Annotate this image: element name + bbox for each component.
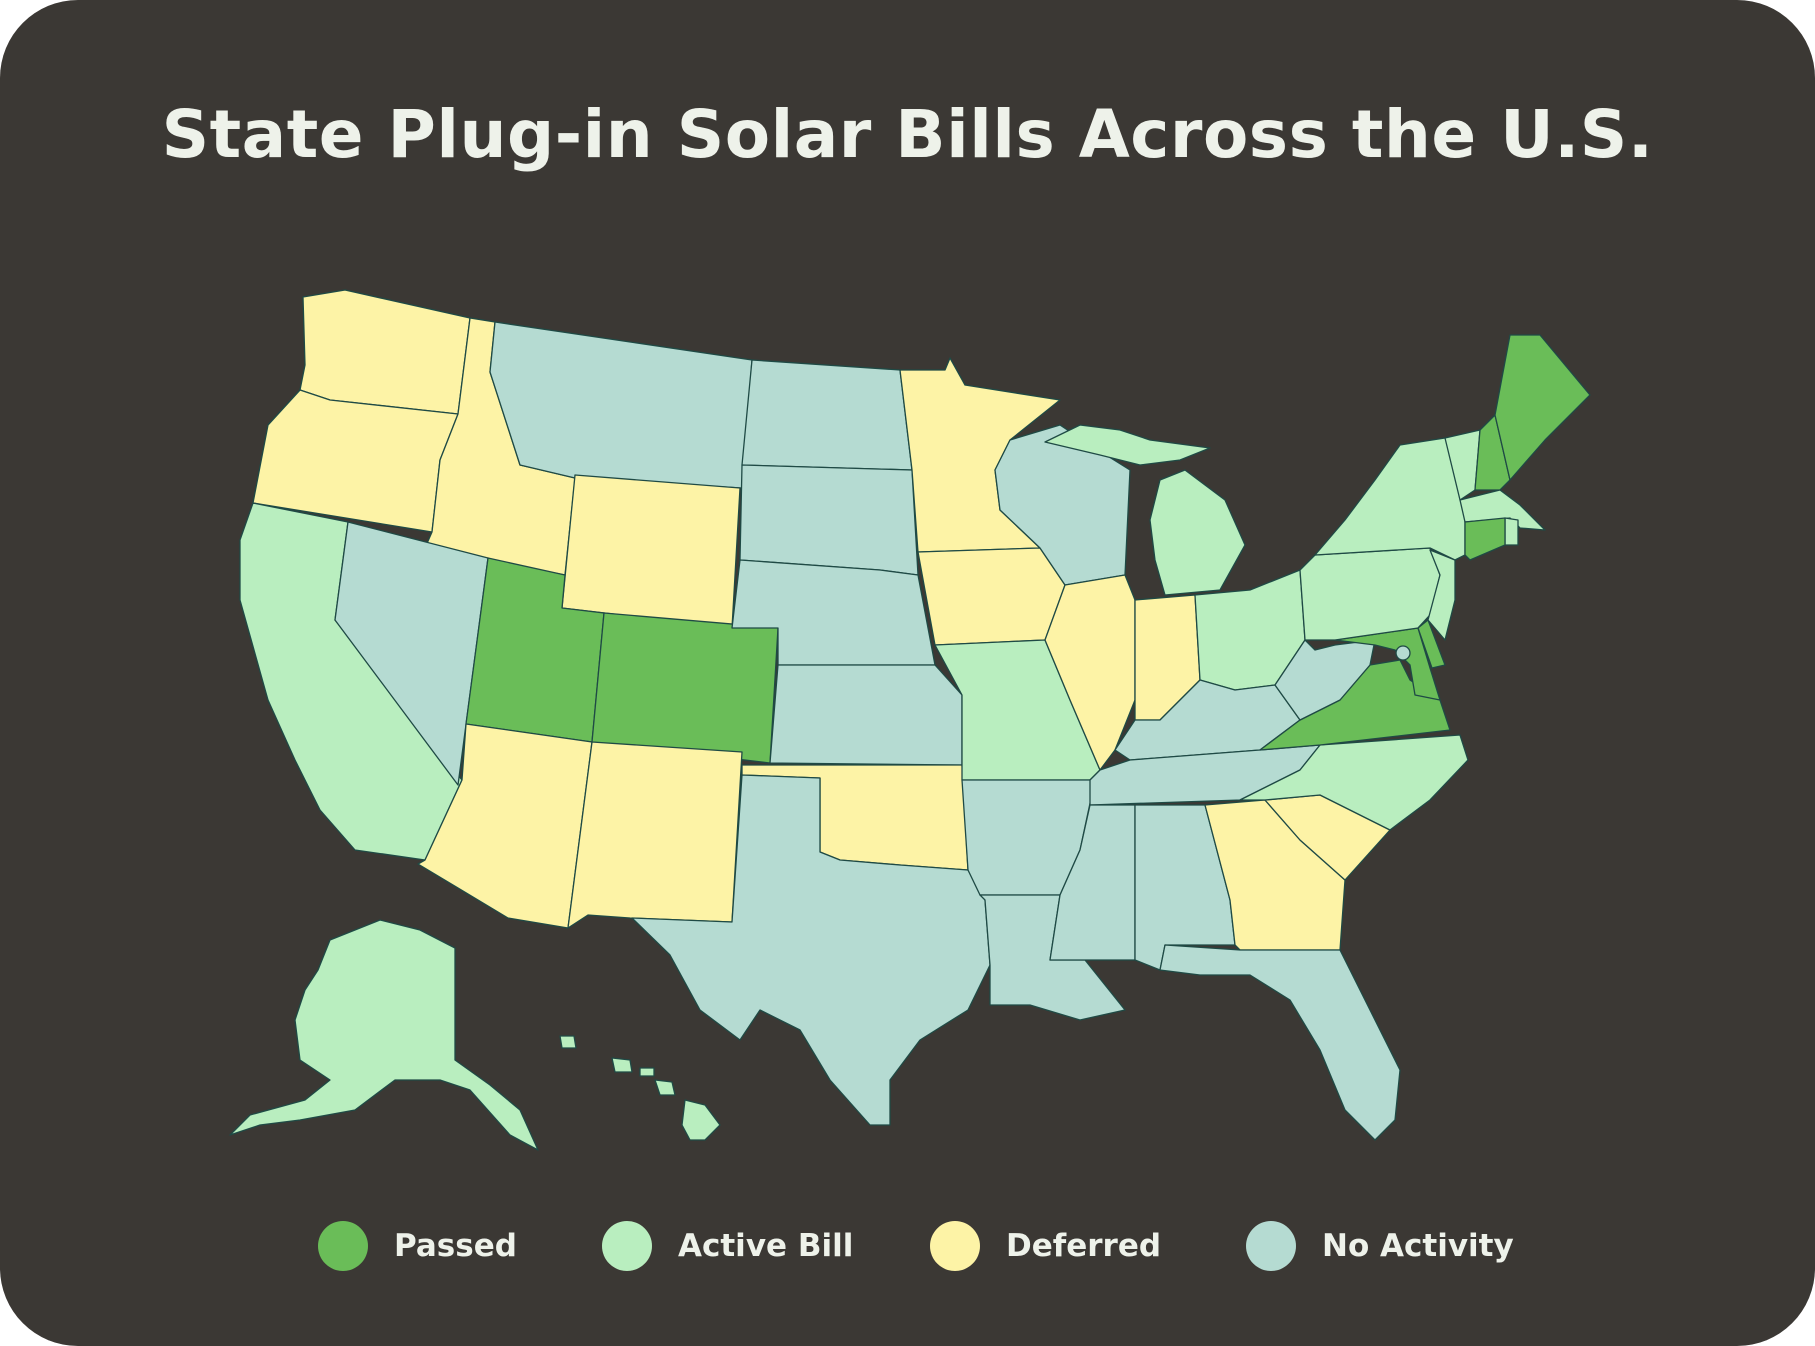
legend-passed-label: Passed: [394, 1228, 517, 1264]
state-IA: [917, 547, 1066, 646]
state-HI-molokai: [639, 1067, 655, 1077]
legend-deferred-label: Deferred: [1006, 1228, 1162, 1264]
state-NY: [1314, 437, 1466, 561]
state-MT: [489, 321, 753, 489]
state-NC: [1239, 734, 1469, 831]
state-WA: [299, 289, 471, 415]
state-SD: [739, 464, 919, 576]
state-TX: [631, 774, 991, 1126]
state-CO: [591, 612, 779, 764]
state-MI: [1149, 469, 1246, 596]
state-FL: [1159, 944, 1401, 1141]
state-NV: [334, 521, 489, 786]
state-CT: [1464, 517, 1506, 561]
state-NM: [567, 741, 743, 929]
state-HI-oahu: [611, 1057, 633, 1073]
legend-active-swatch: [602, 1221, 652, 1271]
state-AK: [229, 919, 539, 1151]
state-HI-maui: [654, 1079, 676, 1096]
legend-none-label: No Activity: [1322, 1228, 1514, 1264]
state-PA: [1299, 547, 1441, 641]
state-MI-upper: [1044, 424, 1211, 466]
legend-deferred-swatch: [930, 1221, 980, 1271]
legend-none-swatch: [1246, 1221, 1296, 1271]
legend-none: No Activity: [1246, 1220, 1514, 1272]
state-DE: [1417, 619, 1446, 669]
state-HI-kauai: [559, 1035, 577, 1049]
legend-active: Active Bill: [602, 1220, 853, 1272]
legend-passed: Passed: [318, 1220, 517, 1272]
state-MS: [1049, 804, 1136, 961]
page-title: State Plug-in Solar Bills Across the U.S…: [161, 96, 1654, 173]
state-KS: [769, 664, 963, 766]
legend-passed-swatch: [318, 1221, 368, 1271]
state-RI: [1504, 517, 1519, 546]
state-ND: [741, 359, 913, 471]
state-HI-big: [681, 1099, 721, 1141]
legend-deferred: Deferred: [930, 1220, 1161, 1272]
state-ME: [1494, 334, 1591, 481]
state-WY: [561, 474, 741, 629]
legend-active-label: Active Bill: [678, 1228, 854, 1264]
state-DC: [1395, 645, 1411, 661]
state-NH: [1474, 414, 1511, 491]
